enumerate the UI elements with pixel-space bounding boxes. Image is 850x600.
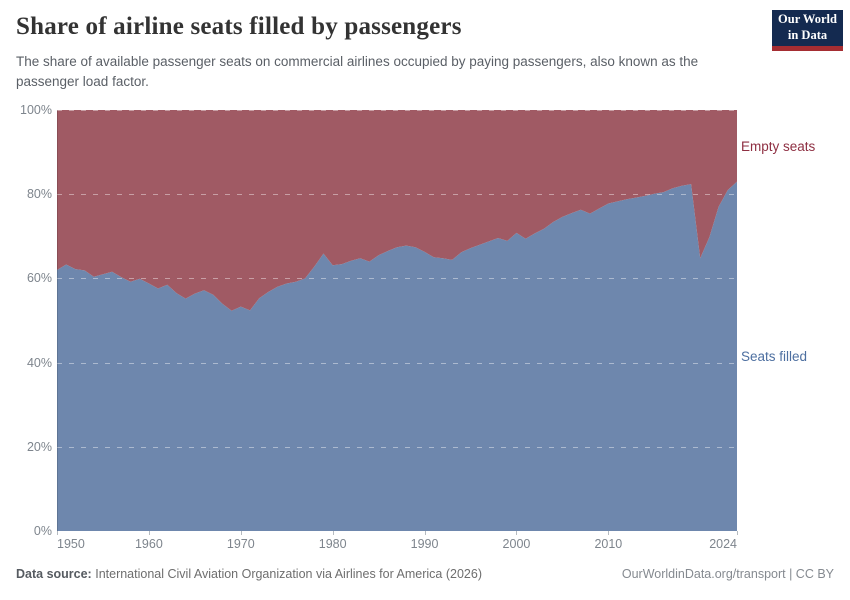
x-axis-label: 1980 [318, 537, 347, 551]
x-axis-tick [149, 531, 150, 535]
x-axis-tick [608, 531, 609, 535]
x-axis-tick [425, 531, 426, 535]
series-label-empty-seats: Empty seats [741, 139, 816, 154]
empty-seats-area[interactable] [57, 110, 737, 311]
series-label-seats-filled: Seats filled [741, 349, 808, 364]
footer: Data source: International Civil Aviatio… [16, 567, 834, 581]
y-axis-label: 60% [26, 271, 52, 286]
owid-logo[interactable]: Our World in Data [772, 10, 843, 51]
x-axis-label: 1950 [57, 537, 85, 551]
y-axis-label: 20% [26, 439, 52, 454]
x-axis-tick [516, 531, 517, 535]
logo-line-1: Our World [778, 12, 837, 27]
x-axis-label: 1990 [410, 537, 439, 551]
seats-filled-area[interactable] [57, 181, 737, 531]
stacked-area-chart [57, 110, 737, 531]
footer-credit: OurWorldinData.org/transport | CC BY [621, 567, 834, 581]
data-source-line: Data source: International Civil Aviatio… [16, 567, 482, 581]
logo-line-2: in Data [787, 28, 828, 42]
x-axis-tick [57, 531, 58, 535]
data-source-label: Data source: [16, 567, 92, 581]
x-axis-label: 2000 [502, 537, 531, 551]
chart-plot-area[interactable] [57, 110, 737, 531]
y-axis-label: 80% [26, 187, 52, 202]
x-axis-label: 1960 [134, 537, 163, 551]
data-source-text: International Civil Aviation Organizatio… [95, 567, 482, 581]
x-axis-tick [737, 531, 738, 535]
x-axis-label: 1970 [226, 537, 255, 551]
x-axis-label: 2010 [594, 537, 623, 551]
y-axis-label: 100% [20, 103, 52, 117]
x-axis-tick [241, 531, 242, 535]
x-axis-tick [333, 531, 334, 535]
y-axis: 0% 20% 40% 60% 80% 100% [0, 103, 52, 538]
y-axis-label: 40% [26, 355, 52, 370]
x-axis-label: 2024 [709, 537, 737, 551]
y-axis-label: 0% [33, 524, 52, 538]
page-title: Share of airline seats filled by passeng… [16, 13, 462, 40]
page-subtitle: The share of available passenger seats o… [16, 54, 699, 89]
